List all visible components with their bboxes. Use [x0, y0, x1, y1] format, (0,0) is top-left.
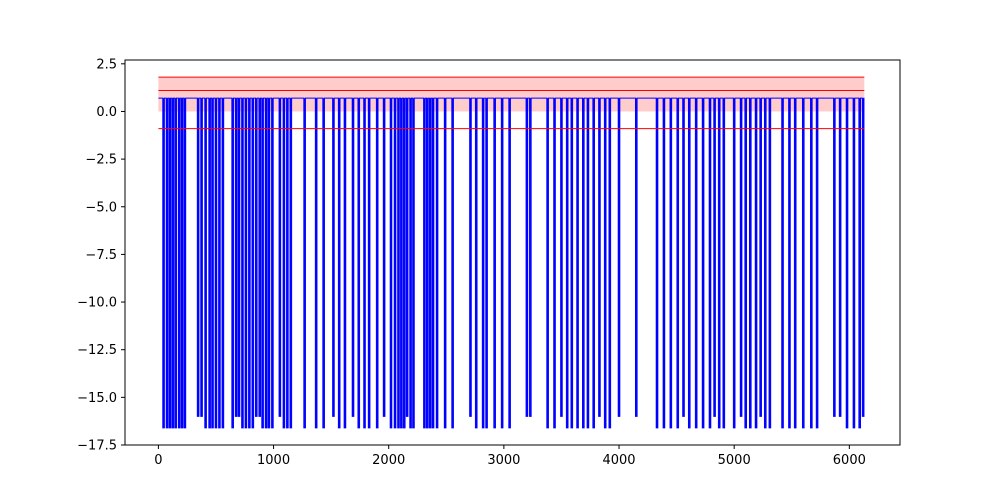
x-tick-label: 6000	[833, 453, 866, 468]
x-tick-label: 5000	[718, 453, 751, 468]
y-tick-label: −15.0	[77, 391, 117, 406]
axes-frame	[124, 59, 901, 446]
x-tick-label: 3000	[487, 453, 520, 468]
series-line-0	[158, 97, 865, 429]
x-tick-label: 4000	[602, 453, 635, 468]
bands	[158, 77, 865, 112]
series	[158, 97, 865, 429]
x-axis: 0 1000 2000 3000 4000 5000 6000	[154, 445, 866, 468]
y-tick-label: −17.5	[77, 439, 117, 454]
y-tick-label: −12.5	[77, 343, 117, 358]
y-axis: 2.5 0.0 −2.5 −5.0 −7.5 −10.0 −12.5 −15.0 −17.5	[77, 57, 125, 454]
x-tick-label: 2000	[372, 453, 405, 468]
x-tick-label: 0	[154, 453, 162, 468]
y-tick-label: −7.5	[85, 248, 117, 263]
axes-spines	[124, 59, 901, 446]
y-tick-label: 2.5	[96, 57, 117, 72]
y-tick-label: −10.0	[77, 296, 117, 311]
y-tick-label: −2.5	[85, 153, 117, 168]
y-tick-label: −5.0	[85, 200, 117, 215]
band-0	[158, 77, 865, 112]
x-tick-label: 1000	[257, 453, 290, 468]
y-tick-label: 0.0	[96, 105, 117, 120]
reference-lines	[158, 76, 865, 130]
